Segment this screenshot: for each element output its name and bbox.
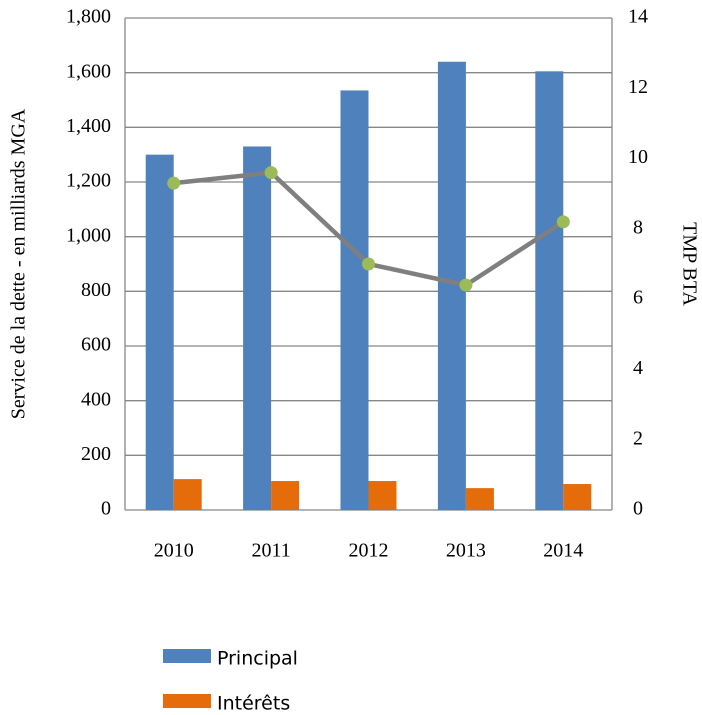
y2-tick-label: 14	[628, 6, 648, 28]
marker	[167, 176, 181, 190]
y-tick-label: 600	[81, 334, 111, 356]
y-tick-label: 1,600	[66, 60, 111, 82]
y-tick-label: 800	[81, 279, 111, 301]
x-tick-label: 2013	[446, 540, 486, 562]
y2-tick-label: 8	[633, 216, 643, 238]
bar	[145, 154, 174, 510]
y2-tick-label: 10	[628, 146, 648, 168]
y2-tick-label: 2	[633, 427, 643, 449]
legend-swatch	[163, 649, 211, 663]
legend-swatch	[163, 694, 211, 708]
x-tick-label: 2010	[154, 540, 194, 562]
marker	[459, 278, 473, 292]
y-tick-label: 200	[81, 443, 111, 465]
y-tick-label: 1,400	[66, 115, 111, 137]
bar	[535, 71, 564, 511]
legend-label: Principal	[217, 648, 298, 670]
bar	[243, 146, 272, 510]
y2-tick-label: 6	[633, 287, 643, 309]
bar	[340, 90, 369, 510]
x-tick-label: 2011	[251, 540, 290, 562]
marker	[556, 215, 570, 229]
y2-axis-label: TMP BTA	[678, 222, 700, 306]
y-axis-label: Service de la dette - en milliards MGA	[8, 108, 30, 419]
bar	[563, 484, 592, 510]
y-tick-label: 1,200	[66, 170, 111, 192]
y2-tick-label: 0	[633, 498, 643, 520]
bar	[271, 481, 300, 510]
x-tick-label: 2014	[543, 540, 583, 562]
legend-label: Intérêts	[217, 693, 290, 715]
y-tick-label: 1,000	[66, 224, 111, 246]
y-tick-label: 0	[101, 498, 111, 520]
y-tick-label: 400	[81, 388, 111, 410]
y2-tick-label: 4	[633, 357, 643, 379]
marker	[362, 257, 375, 271]
y-tick-label: 1,800	[66, 6, 111, 28]
bar	[173, 479, 202, 510]
marker	[264, 166, 278, 180]
bar	[465, 488, 494, 510]
y2-tick-label: 12	[628, 76, 648, 98]
x-tick-label: 2012	[349, 540, 389, 562]
bar	[368, 481, 397, 510]
